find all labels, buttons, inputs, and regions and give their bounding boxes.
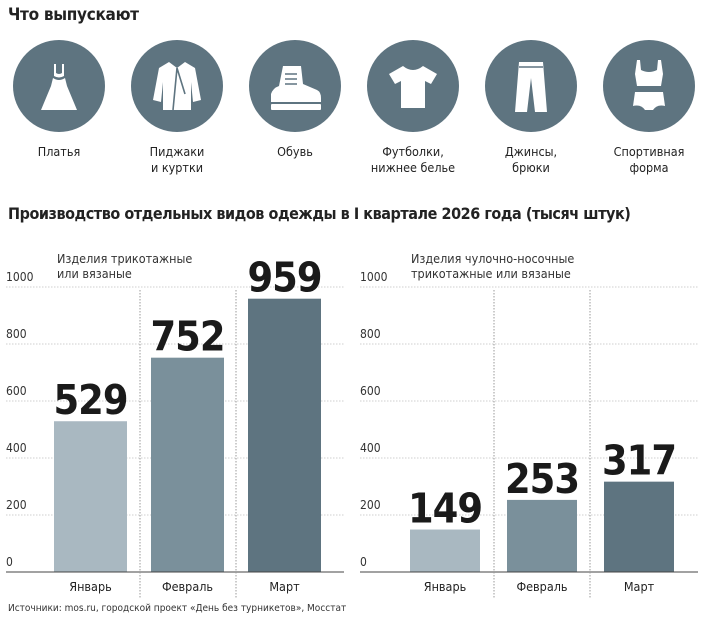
bar (604, 481, 674, 572)
x-tick-label: Февраль (162, 579, 213, 594)
tshirt-icon (367, 40, 459, 132)
category-label: Обувь (277, 144, 313, 159)
x-tick-label: Январь (424, 579, 466, 594)
data-label: 529 (54, 376, 128, 424)
bar (410, 529, 480, 572)
category-sportswear: Спортивная форма (590, 40, 708, 176)
panel-title: Изделия трикотажные (57, 251, 192, 266)
category-trousers: Джинсы, брюки (472, 40, 590, 176)
sportswear-icon (603, 40, 695, 132)
bar (248, 298, 321, 572)
y-tick-label: 600 (360, 384, 381, 398)
boot-icon (249, 40, 341, 132)
y-tick-label: 200 (6, 498, 27, 512)
x-tick-label: Март (624, 579, 655, 594)
jacket-icon (131, 40, 223, 132)
x-tick-label: Март (269, 579, 300, 594)
y-tick-label: 600 (6, 384, 27, 398)
x-tick-label: Январь (69, 579, 111, 594)
panel-title: Изделия чулочно-носочные (411, 251, 574, 266)
y-tick-label: 200 (360, 498, 381, 512)
bar (507, 499, 577, 572)
y-tick-label: 800 (360, 327, 381, 341)
category-label: Футболки, нижнее белье (370, 144, 456, 175)
y-tick-label: 0 (360, 555, 367, 569)
data-label: 752 (151, 313, 225, 361)
data-label: 253 (505, 455, 579, 503)
data-label: 959 (248, 254, 322, 302)
bar-charts: 0 200 400 600 800 1000 Изделия трикотажныеили … (6, 251, 698, 598)
category-jackets: Пиджаки и куртки (118, 40, 236, 176)
y-tick-label: 800 (6, 327, 27, 341)
data-label: 149 (408, 485, 482, 533)
x-tick-label: Февраль (516, 579, 567, 594)
bar (151, 357, 224, 572)
category-label: Джинсы, брюки (504, 144, 558, 175)
category-label: Спортивная форма (613, 144, 685, 175)
category-label: Платья (37, 144, 81, 159)
panel-title: или вязаные (57, 266, 132, 281)
category-dresses: Платья (0, 40, 118, 160)
panel-title: трикотажные или вязаные (411, 266, 571, 281)
category-label: Пиджаки и куртки (149, 144, 205, 175)
category-shoes: Обувь (236, 40, 354, 160)
products-heading: Что выпускают (8, 5, 139, 25)
y-tick-label: 1000 (6, 270, 34, 284)
trousers-icon (485, 40, 577, 132)
data-label: 317 (602, 437, 676, 485)
bar (54, 421, 127, 572)
dress-icon (13, 40, 105, 132)
y-tick-label: 400 (360, 441, 381, 455)
chart-heading: Производство отдельных видов одежды в I … (8, 204, 631, 223)
y-tick-label: 0 (6, 555, 13, 569)
category-tshirts: Футболки, нижнее белье (354, 40, 472, 176)
y-tick-label: 400 (6, 441, 27, 455)
sources-note: Источники: mos.ru, городской проект «Ден… (8, 603, 347, 614)
y-tick-label: 1000 (360, 270, 388, 284)
